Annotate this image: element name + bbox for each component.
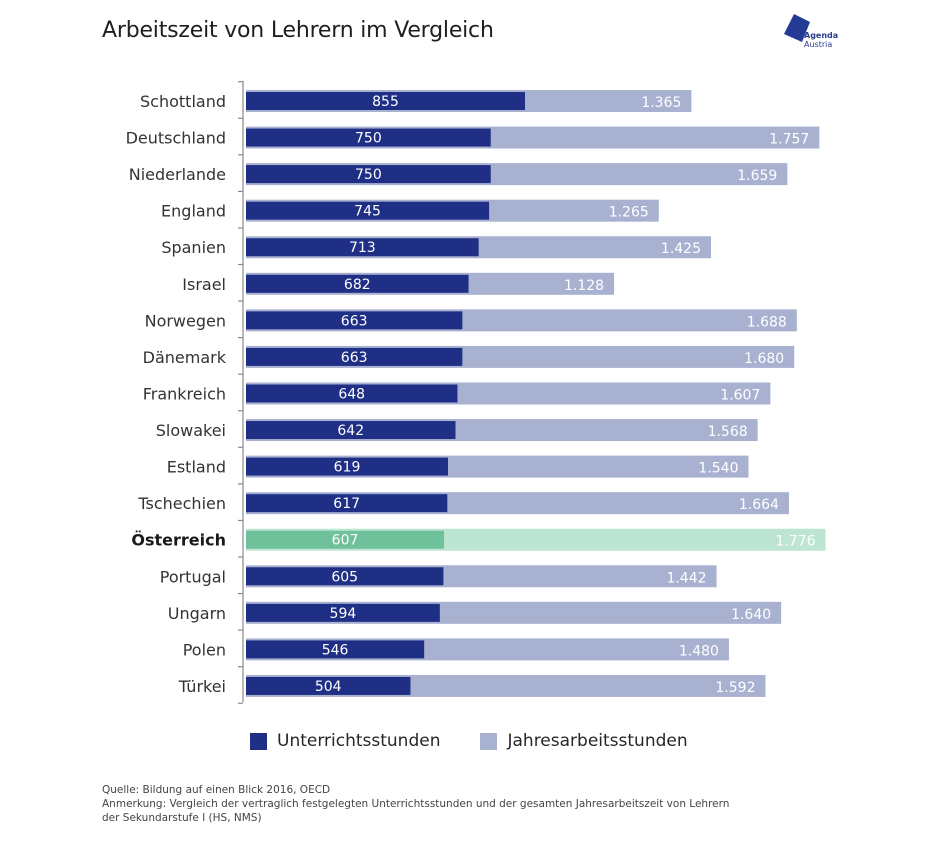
data-label-jahresarbeitsstunden: 1.776 [775,534,815,550]
legend-label: Jahresarbeitsstunden [507,731,688,751]
bar-unterrichtsstunden [246,384,458,403]
category-label: Schottland [140,92,226,111]
bar-unterrichtsstunden [246,676,411,695]
bar-unterrichtsstunden [246,494,448,513]
category-label: Portugal [160,567,226,586]
legend-swatch-unterrichtsstunden [250,732,267,750]
agenda-austria-logo: Agenda Austria [778,14,848,54]
data-label-unterrichtsstunden: 750 [355,131,382,147]
data-label-jahresarbeitsstunden: 1.640 [731,607,771,623]
logo-diamond-icon [784,14,810,42]
bar-unterrichtsstunden [246,201,490,220]
data-label-unterrichtsstunden: 745 [354,204,381,220]
data-label-unterrichtsstunden: 594 [330,606,357,622]
source-note: Quelle: Bildung auf einen Blick 2016, OE… [102,784,331,796]
logo-text-austria: Austria [804,40,833,49]
bar-unterrichtsstunden [246,347,463,366]
data-label-unterrichtsstunden: 642 [337,423,364,439]
bar-unterrichtsstunden [246,603,440,622]
data-label-jahresarbeitsstunden: 1.757 [769,132,809,148]
category-label: Polen [183,640,226,659]
data-label-jahresarbeitsstunden: 1.607 [720,387,760,403]
data-label-jahresarbeitsstunden: 1.680 [744,351,784,367]
data-label-jahresarbeitsstunden: 1.688 [747,314,787,330]
data-label-jahresarbeitsstunden: 1.425 [661,241,701,257]
category-label: Israel [182,275,226,294]
bars: 855 1.365 750 1.757 750 1.659 745 1.265 713 1.425… [246,90,826,697]
legend: Unterrichtsstunden Jahresarbeitsstunden [250,731,688,751]
category-label: Slowakei [156,421,226,440]
data-label-jahresarbeitsstunden: 1.265 [609,205,649,221]
data-label-jahresarbeitsstunden: 1.592 [715,680,755,696]
bar-unterrichtsstunden [246,238,479,257]
data-label-unterrichtsstunden: 663 [341,313,368,329]
data-label-unterrichtsstunden: 713 [349,240,376,256]
annotation-line-1: Anmerkung: Vergleich der vertraglich fes… [102,798,730,810]
data-label-unterrichtsstunden: 682 [344,277,371,293]
logo-text-agenda: Agenda [804,31,839,40]
bar-unterrichtsstunden [246,567,444,586]
data-label-unterrichtsstunden: 607 [332,533,359,549]
bar-unterrichtsstunden [246,274,469,293]
annotation-line-2: der Sekundarstufe I (HS, NMS) [102,812,262,824]
category-label: Estland [167,458,226,477]
bar-unterrichtsstunden [246,640,425,659]
category-labels: Schottland Deutschland Niederlande England S… [126,92,227,696]
bar-unterrichtsstunden [246,128,491,147]
category-label: Ungarn [168,604,226,623]
data-label-unterrichtsstunden: 663 [341,350,368,366]
category-label: England [161,202,226,221]
category-label: Dänemark [143,348,227,367]
y-axis [238,80,244,704]
bar-unterrichtsstunden [246,421,456,440]
category-label: Niederlande [129,165,226,184]
footer-notes: Quelle: Bildung auf einen Blick 2016, OE… [102,783,729,825]
legend-item-jahresarbeitsstunden: Jahresarbeitsstunden [480,731,688,751]
category-label: Norwegen [145,311,226,330]
legend-item-unterrichtsstunden: Unterrichtsstunden [250,731,440,751]
data-label-jahresarbeitsstunden: 1.128 [564,278,604,294]
data-label-unterrichtsstunden: 605 [331,569,358,585]
data-label-jahresarbeitsstunden: 1.480 [679,643,719,659]
chart-title: Arbeitszeit von Lehrern im Vergleich [102,18,494,43]
data-label-unterrichtsstunden: 617 [333,496,360,512]
bar-unterrichtsstunden [246,530,445,549]
data-label-jahresarbeitsstunden: 1.365 [641,95,681,111]
data-label-jahresarbeitsstunden: 1.540 [698,461,738,477]
category-label: Türkei [178,677,226,696]
legend-swatch-jahresarbeitsstunden [480,732,498,750]
data-label-unterrichtsstunden: 750 [355,167,382,183]
bar-unterrichtsstunden [246,165,491,184]
data-label-jahresarbeitsstunden: 1.664 [739,497,779,513]
category-label: Frankreich [143,384,226,403]
bar-chart: 855 1.365 750 1.757 750 1.659 745 1.265 713 1.425… [126,80,826,704]
legend-label: Unterrichtsstunden [277,731,441,751]
category-label: Spanien [161,238,226,257]
data-label-unterrichtsstunden: 546 [322,642,349,658]
data-label-jahresarbeitsstunden: 1.568 [708,424,748,440]
bar-unterrichtsstunden [246,92,525,110]
category-label: Deutschland [126,129,226,148]
data-label-unterrichtsstunden: 855 [372,94,399,110]
bar-unterrichtsstunden [246,311,463,330]
data-label-jahresarbeitsstunden: 1.659 [737,168,777,184]
category-label: Tschechien [137,494,226,513]
bar-unterrichtsstunden [246,457,448,476]
data-label-unterrichtsstunden: 619 [334,460,361,476]
category-label: Österreich [131,531,226,550]
data-label-unterrichtsstunden: 504 [315,679,342,695]
data-label-unterrichtsstunden: 648 [338,386,365,402]
data-label-jahresarbeitsstunden: 1.442 [666,570,706,586]
